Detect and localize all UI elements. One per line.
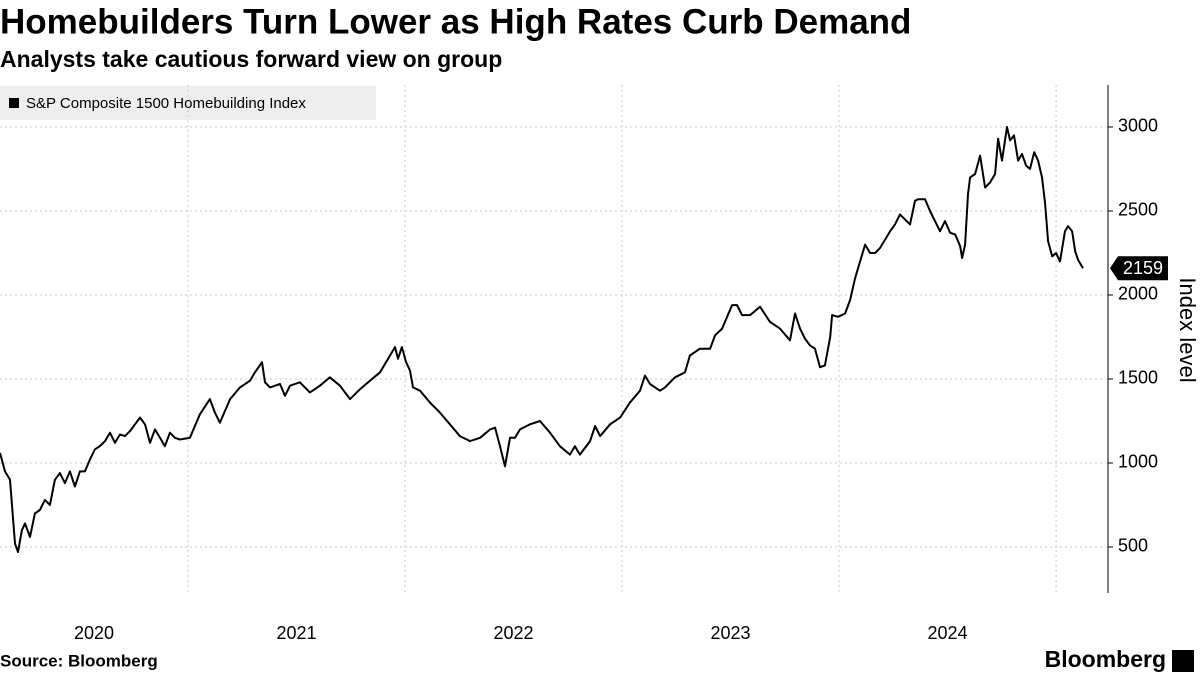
chart-title: Homebuilders Turn Lower as High Rates Cu… xyxy=(0,2,911,41)
x-tick-label: 2022 xyxy=(493,623,533,643)
y-tick-label: 3000 xyxy=(1118,116,1158,136)
x-tick-label: 2020 xyxy=(74,623,114,643)
source: Source: Bloomberg xyxy=(0,651,158,670)
y-tick-label: 1500 xyxy=(1118,368,1158,388)
y-tick-label: 500 xyxy=(1118,536,1148,556)
x-tick-label: 2023 xyxy=(711,623,751,643)
y-tick-label: 2500 xyxy=(1118,200,1158,220)
y-tick-label: 1000 xyxy=(1118,452,1158,472)
brand: Bloomberg xyxy=(1045,646,1166,672)
data-line xyxy=(0,126,1084,553)
chart-subtitle: Analysts take cautious forward view on g… xyxy=(0,46,502,72)
legend-label: S&P Composite 1500 Homebuilding Index xyxy=(26,95,306,112)
brand-icon xyxy=(1172,650,1194,672)
y-axis-label: Index level xyxy=(1175,277,1200,382)
last-value-tag xyxy=(1110,256,1168,281)
last-value-label: 2159 xyxy=(1123,258,1163,278)
legend-swatch xyxy=(9,98,19,108)
x-tick-label: 2024 xyxy=(928,623,968,643)
x-tick-label: 2021 xyxy=(276,623,316,643)
y-tick-label: 2000 xyxy=(1118,284,1158,304)
